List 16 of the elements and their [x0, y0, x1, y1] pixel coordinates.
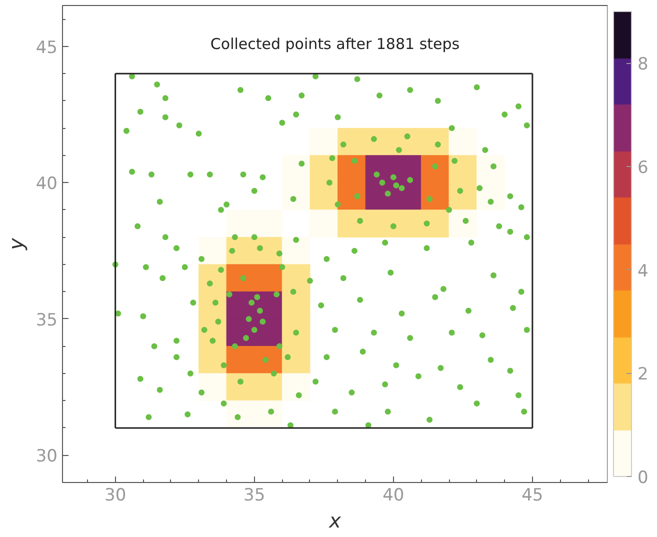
color-bar-label: 0 — [638, 468, 648, 488]
color-bar-label: 4 — [638, 261, 648, 282]
x-tick-label: 30 — [104, 486, 126, 506]
x-tick-label: 45 — [522, 486, 544, 506]
y-tick-label: 45 — [36, 38, 58, 58]
y-axis-title: y — [4, 236, 28, 251]
x-tick-label: 40 — [382, 486, 404, 506]
color-bar-label: 2 — [638, 364, 648, 385]
color-bar-label: 6 — [638, 158, 648, 178]
y-tick-label: 40 — [36, 174, 58, 194]
color-bar-label: 8 — [638, 54, 648, 75]
text: Collected points after 1881 steps — [210, 35, 460, 54]
y-tick-label: 30 — [36, 446, 58, 467]
y-tick-label: 35 — [36, 310, 58, 330]
x-axis-title: x — [328, 508, 342, 532]
x-tick-label: 35 — [244, 486, 266, 506]
